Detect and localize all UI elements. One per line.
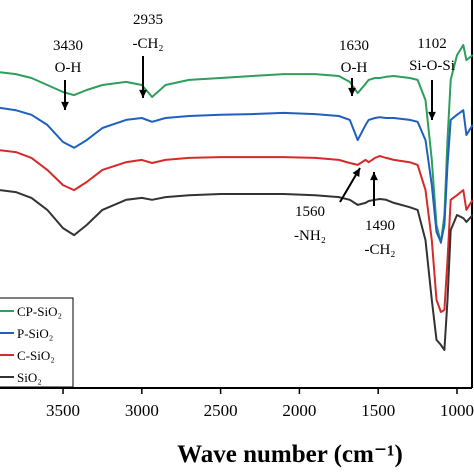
annotation-group: -NH₂ — [294, 228, 326, 244]
annotation-group: O-H — [341, 60, 368, 76]
x-tick-label: 2500 — [204, 401, 238, 420]
annotation-value: 1560 — [295, 204, 325, 220]
legend-label: P-SiO₂ — [17, 326, 53, 341]
x-tick-label: 2000 — [282, 401, 316, 420]
annotation-group: Si-O-Si — [409, 58, 455, 74]
spectrum-line — [0, 106, 474, 244]
x-tick-label: 3500 — [46, 401, 80, 420]
spectrum-line — [0, 189, 474, 351]
annotation-value: 1630 — [339, 38, 369, 54]
arrow-head — [139, 89, 147, 98]
arrow-head — [352, 168, 360, 177]
arrow-head — [348, 87, 356, 96]
x-tick-label: 3000 — [125, 401, 159, 420]
annotation-value: 1102 — [417, 36, 446, 52]
legend-box — [0, 297, 74, 388]
annotation-group: -CH₂ — [132, 36, 163, 52]
x-tick-label: 1000 — [440, 401, 474, 420]
annotation-value: 2935 — [133, 12, 163, 28]
annotation-group: O-H — [55, 60, 82, 76]
x-axis-label: Wave number (cm⁻¹) — [177, 441, 403, 468]
arrow-head — [61, 101, 69, 110]
annotation-group: -CH₂ — [364, 242, 395, 258]
legend-label: CP-SiO₂ — [17, 304, 62, 319]
legend-label: C-SiO₂ — [17, 348, 55, 363]
spectrum-line — [0, 149, 474, 313]
arrow-head — [370, 172, 378, 181]
arrow-head — [428, 111, 436, 120]
legend-label: SiO₂ — [17, 370, 42, 385]
annotation-value: 3430 — [53, 38, 83, 54]
spectrum-line — [0, 44, 474, 244]
x-tick-label: 1500 — [361, 401, 395, 420]
annotation-value: 1490 — [365, 218, 395, 234]
